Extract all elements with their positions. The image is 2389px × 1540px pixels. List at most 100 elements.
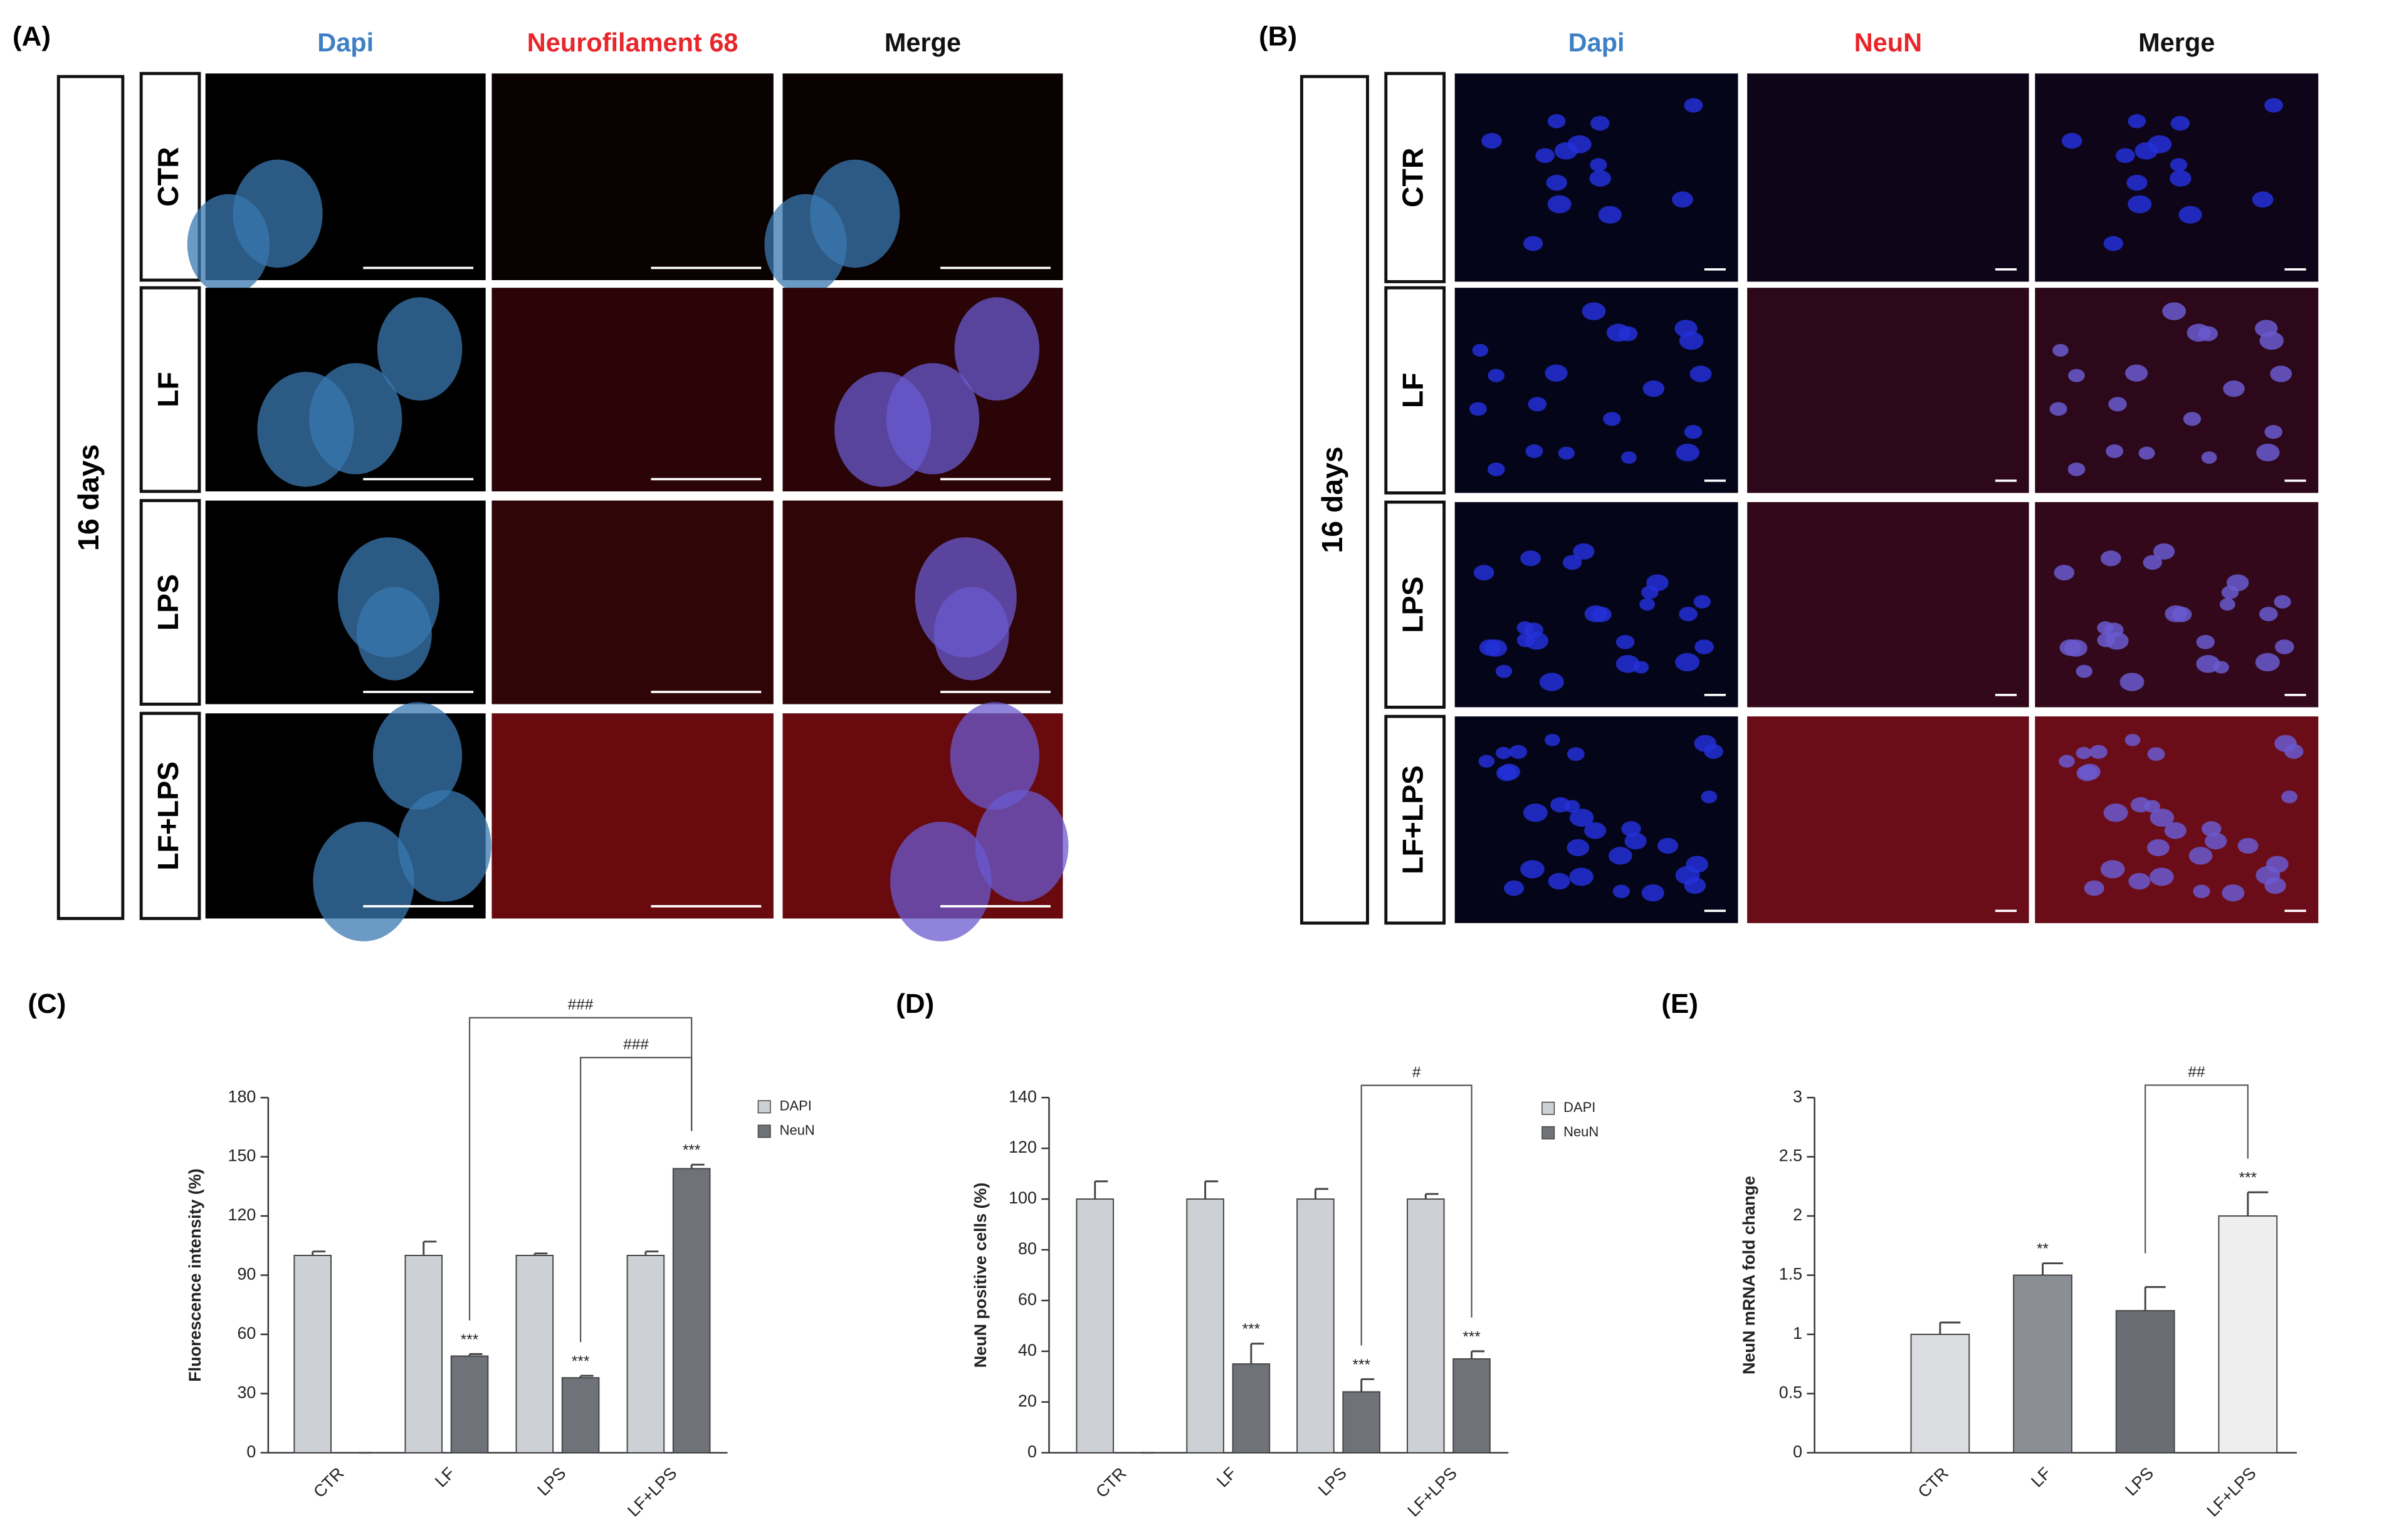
y-tick-label: 150 (228, 1146, 256, 1165)
y-tick-label: 0 (1027, 1442, 1037, 1461)
y-tick-label: 60 (1018, 1290, 1037, 1309)
nucleus (1590, 158, 1607, 172)
nucleus (1676, 443, 1699, 462)
nucleus (1524, 622, 1543, 638)
y-tick-label: 2.5 (1779, 1146, 1802, 1165)
nucleus (1675, 652, 1700, 672)
nucleus (2143, 555, 2162, 570)
significance-label: *** (1242, 1321, 1261, 1338)
row-label: LF+LPS (1396, 765, 1429, 874)
y-tick-label: 180 (228, 1087, 256, 1106)
row-box (1384, 500, 1446, 709)
comparison-label: ### (568, 997, 594, 1014)
nucleus (2205, 832, 2227, 850)
panel-label: (D) (896, 988, 934, 1019)
bar (404, 1255, 443, 1454)
nucleus (1672, 191, 1693, 208)
micrograph (491, 73, 774, 280)
nucleus (950, 702, 1040, 810)
nucleus (2264, 98, 2283, 113)
red-stain (491, 500, 774, 705)
nucleus (2061, 133, 2082, 149)
bar (1186, 1198, 1224, 1454)
nucleus (2108, 397, 2127, 412)
nucleus (890, 821, 992, 941)
nucleus (1606, 323, 1630, 342)
nucleus (2084, 880, 2104, 896)
nucleus (954, 297, 1040, 401)
nucleus (309, 363, 402, 474)
comparison-label: # (1412, 1064, 1421, 1081)
nucleus (1621, 821, 1641, 837)
y-tick-label: 40 (1018, 1341, 1037, 1359)
nucleus (1573, 543, 1595, 560)
nucleus (1496, 746, 1511, 760)
y-tick-label: 120 (228, 1205, 256, 1224)
y-axis-label: NeuN positive cells (%) (971, 1183, 990, 1368)
nucleus (1679, 332, 1704, 350)
nucleus (2067, 462, 2086, 476)
micrograph (782, 702, 1069, 941)
micrograph (2035, 716, 2319, 923)
period-box (56, 75, 125, 920)
nucleus (2103, 236, 2123, 251)
nucleus (1488, 369, 1505, 382)
panel-label: (A) (13, 21, 51, 52)
y-tick-label: 0 (1793, 1442, 1802, 1461)
nucleus (1624, 832, 1647, 850)
nucleus (2147, 839, 2170, 856)
nucleus (2116, 148, 2135, 164)
nucleus (2219, 598, 2235, 611)
nucleus (2223, 380, 2245, 397)
row-label: LPS (1396, 577, 1429, 633)
nucleus (2222, 884, 2245, 902)
nucleus (1684, 98, 1703, 113)
y-tick-label: 140 (1009, 1087, 1037, 1106)
significance-label: ** (2037, 1240, 2049, 1257)
micrograph (1454, 502, 1738, 708)
nucleus (1547, 114, 1566, 128)
nucleus (1675, 866, 1700, 884)
micrograph (187, 73, 486, 295)
row-box (1384, 286, 1446, 495)
nucleus (2252, 191, 2274, 208)
nucleus (2089, 745, 2108, 759)
y-tick-label: 30 (237, 1383, 256, 1401)
nucleus (2052, 343, 2069, 357)
bar (1232, 1363, 1271, 1454)
nucleus (2187, 323, 2211, 342)
nucleus (2237, 837, 2259, 854)
nucleus (1487, 462, 1505, 476)
bar (1342, 1391, 1381, 1454)
nucleus (1646, 574, 1669, 592)
nucleus (1535, 148, 1555, 164)
micrograph-bg (491, 288, 774, 491)
column-header: Dapi (317, 28, 374, 57)
bar (515, 1255, 554, 1454)
nucleus (2183, 412, 2202, 426)
significance-label: *** (461, 1331, 479, 1348)
nucleus (2264, 425, 2282, 439)
nucleus (1469, 402, 1487, 416)
micrograph-bg (1747, 502, 2029, 708)
comparison-label: ## (2188, 1064, 2205, 1081)
nucleus (2059, 755, 2075, 768)
y-axis-label: NeuN mRNA fold change (1740, 1176, 1758, 1375)
nucleus (377, 297, 463, 401)
micrograph-bg (491, 73, 774, 280)
micrograph (782, 500, 1063, 705)
red-stain (1747, 716, 2029, 923)
bar (2218, 1215, 2278, 1454)
nucleus (1495, 664, 1513, 678)
nucleus (1589, 170, 1612, 187)
nucleus (2259, 332, 2284, 350)
nucleus (2054, 565, 2075, 581)
nucleus (886, 363, 980, 474)
nucleus (1478, 755, 1495, 768)
nucleus (1547, 195, 1572, 214)
significance-label: *** (572, 1353, 590, 1370)
nucleus (2049, 402, 2067, 416)
panel-label: (E) (1661, 988, 1698, 1019)
nucleus (2170, 170, 2192, 187)
